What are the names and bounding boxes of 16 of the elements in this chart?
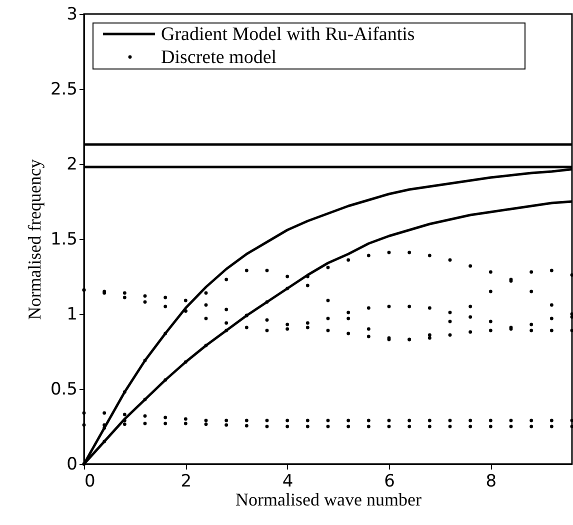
y-tick-label: 3 — [66, 4, 78, 24]
x-tick-label: 6 — [384, 472, 395, 492]
legend-label: Gradient Model with Ru-Aifantis — [161, 24, 415, 45]
y-tick-label: 1.5 — [50, 230, 78, 250]
x-tick-label: 2 — [180, 472, 192, 492]
legend-label: Discrete model — [161, 47, 277, 68]
y-tick-label: 2 — [66, 154, 78, 174]
x-axis-title: Normalised wave number — [236, 490, 422, 510]
x-tick-label: 0 — [84, 472, 96, 492]
y-tick-label: 1 — [66, 304, 78, 324]
y-axis-title: Normalised frequency — [24, 159, 44, 320]
x-tick-label: 4 — [282, 472, 294, 492]
y-tick-label: 2.5 — [50, 80, 78, 100]
y-tick-label: 0 — [66, 454, 78, 474]
y-tick-label: 0.5 — [50, 380, 78, 400]
x-tick-label: 8 — [486, 472, 497, 492]
